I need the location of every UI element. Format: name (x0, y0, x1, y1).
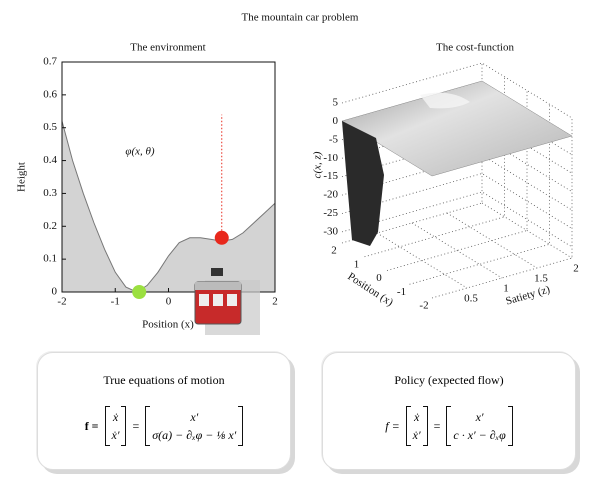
line (61, 120, 276, 293)
entry: ẋ′ (111, 428, 120, 442)
grid-line (376, 232, 468, 289)
area (62, 121, 275, 292)
grid-line (481, 202, 573, 259)
entry: ẋ (112, 410, 119, 424)
z-tick-label: 0 (333, 115, 339, 127)
x-tick-label: -1 (397, 286, 406, 298)
y-tick-label: 1.5 (534, 273, 548, 285)
chart-title: The environment (130, 42, 205, 54)
point (132, 285, 147, 299)
x-tick-label: -2 (419, 300, 428, 312)
environment-plot: 00.10.20.30.40.50.60.7-2-1012φ(x, θ)Posi… (16, 56, 278, 331)
entry: ẋ′ (412, 428, 421, 442)
x-tick-label: -2 (57, 296, 66, 308)
x-tick-label: 2 (272, 296, 278, 308)
y-tick-label: 0.5 (43, 121, 57, 133)
lhs: f = (385, 418, 400, 433)
box-title: Policy (expected flow) (394, 373, 504, 387)
y-tick-label: 0.4 (43, 154, 57, 166)
grid-line (431, 118, 573, 299)
grid-line (409, 104, 550, 285)
equation-box: Policy (expected flow) f = ẋ ẋ′ = x′ c · x… (322, 352, 576, 470)
y-tick-label: 0.2 (43, 220, 57, 232)
cost-plot: 5 0 -5 -10 -15 -20 -25 -30 2 1 0 -1 -2 0.5 1 1.5 2 c(x, z… (312, 62, 579, 312)
box-title: True equations of motion (103, 373, 225, 387)
grid-line (446, 212, 538, 269)
vector: ẋ ẋ′ (104, 406, 127, 446)
surface-highlight (420, 92, 470, 109)
figure-title: The mountain car problem (242, 12, 359, 24)
y-axis-label: Height (16, 162, 28, 192)
y-tick-label: 0.7 (43, 56, 57, 68)
y-tick-label: 0.3 (43, 187, 57, 199)
equals: = (433, 418, 441, 433)
x-tick-label: 1 (354, 258, 360, 270)
z-tick-label: -10 (323, 152, 338, 164)
point (214, 230, 229, 245)
x-tick-label: 0 (376, 272, 382, 284)
entry: ẋ (413, 410, 420, 424)
equation-box: True equations of motion f = ẋ ẋ′ = x′ σ(a… (37, 352, 291, 470)
entry: x′ (475, 410, 484, 424)
x-tick-label: 2 (331, 245, 337, 257)
chart-title: The cost-function (436, 42, 514, 54)
z-tick-label: 5 (333, 97, 339, 109)
entry: c · x′ − ∂ₓφ (453, 428, 506, 442)
x-tick-label: 0 (166, 296, 172, 308)
z-tick-label: -30 (323, 225, 338, 237)
surface-cliff (342, 121, 384, 246)
x-axis-label: Position (x) (345, 271, 395, 309)
vector: x′ c · x′ − ∂ₓφ (446, 406, 513, 446)
lhs: f = (84, 418, 99, 433)
z-tick-label: -15 (323, 170, 338, 182)
cable-car (194, 268, 260, 335)
z-tick-label: -20 (323, 189, 338, 201)
y-tick-label: 0 (52, 286, 58, 298)
equation: f = ẋ ẋ′ = x′ σ(a) − ∂ₓφ − ⅛ x′ (38, 406, 290, 446)
equals: = (132, 418, 140, 433)
y-tick-label: 1 (503, 283, 509, 295)
x-axis-label: Position (x) (142, 319, 194, 331)
y-axis-label: Satiety (z) (504, 283, 551, 307)
z-tick-label: -5 (329, 133, 339, 145)
annotation: φ(x, θ) (125, 146, 155, 158)
entry: x′ (190, 410, 199, 424)
y-tick-label: 0.5 (464, 293, 478, 305)
z-axis-label: c(x, z) (312, 151, 324, 178)
charts: The mountain car problem The environment… (16, 12, 579, 335)
entry: σ(a) − ∂ₓφ − ⅛ x′ (152, 428, 237, 442)
x-tick-label: -1 (111, 296, 120, 308)
y-tick-label: 2 (573, 263, 579, 275)
equation: f = ẋ ẋ′ = x′ c · x′ − ∂ₓφ (323, 406, 575, 446)
y-tick-label: 0.1 (43, 253, 57, 265)
grid-line (411, 222, 503, 279)
y-tick-label: 0.6 (43, 88, 57, 100)
z-tick-label: -25 (323, 207, 338, 219)
vector: ẋ ẋ′ (405, 406, 428, 446)
vector: x′ σ(a) − ∂ₓφ − ⅛ x′ (145, 406, 244, 446)
